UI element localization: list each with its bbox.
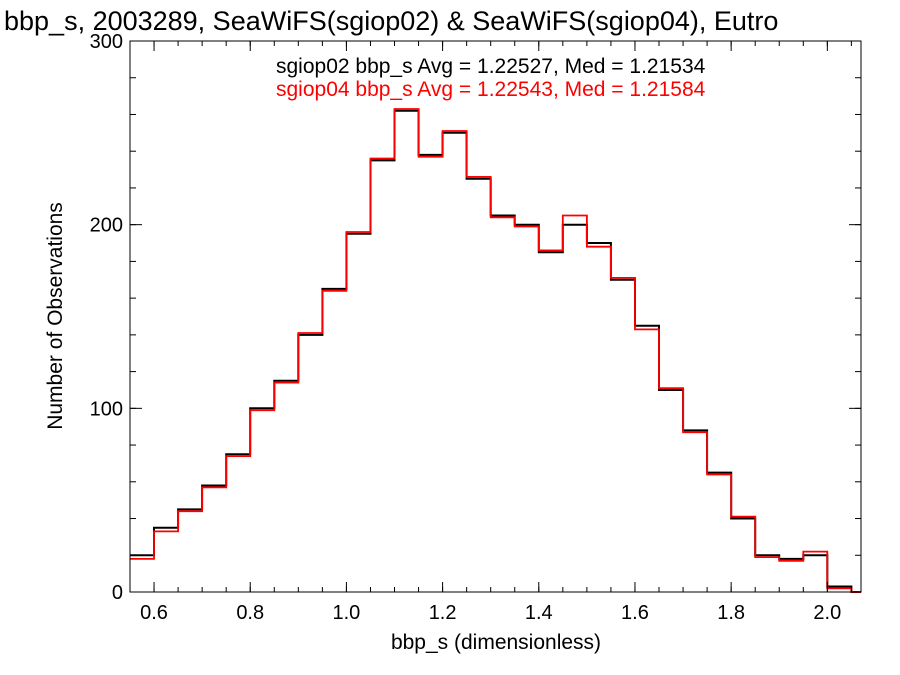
series-sgiop02-line [130, 109, 861, 593]
legend-entry-sgiop02: sgiop02 bbp_s Avg = 1.22527, Med = 1.215… [276, 55, 706, 78]
x-tick-label: 1.2 [429, 602, 457, 624]
series-layer [130, 108, 861, 593]
x-tick-label: 1.0 [333, 602, 361, 624]
x-tick-label: 1.4 [525, 602, 553, 624]
x-axis: 0.6 0.8 1.0 1.2 1.4 1.6 1.8 2.0 [129, 41, 852, 624]
x-tick-label: 0.6 [140, 602, 168, 624]
chart-title: bbp_s, 2003289, SeaWiFS(sgiop02) & SeaWi… [4, 6, 778, 36]
series-sgiop04-line [130, 108, 861, 593]
legend-entry-sgiop04: sgiop04 bbp_s Avg = 1.22543, Med = 1.215… [276, 78, 706, 101]
y-tick-label: 0 [112, 582, 123, 604]
x-tick-label: 1.8 [717, 602, 745, 624]
y-axis-label: Number of Observations [44, 202, 67, 430]
y-axis: 0 100 200 300 [90, 31, 861, 604]
y-tick-label: 200 [90, 215, 123, 237]
x-axis-label: bbp_s (dimensionless) [391, 631, 601, 654]
x-tick-label: 0.8 [236, 602, 264, 624]
x-tick-label: 2.0 [813, 602, 841, 624]
plot-frame [129, 40, 862, 593]
y-tick-label: 100 [90, 398, 123, 420]
y-tick-label: 300 [90, 31, 123, 53]
x-tick-label: 1.6 [621, 602, 649, 624]
